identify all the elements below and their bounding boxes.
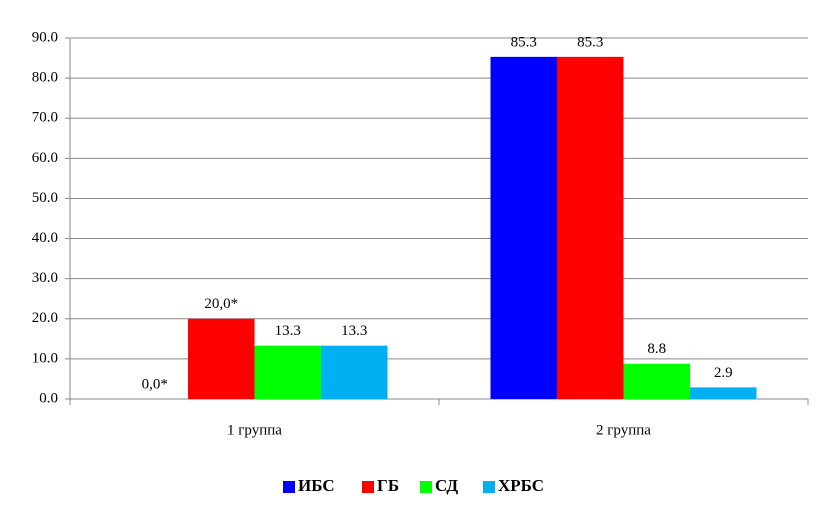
value-label: 8.8 (647, 341, 666, 357)
y-tick-label: 60.0 (32, 150, 58, 166)
bar (557, 56, 624, 399)
bar (188, 318, 255, 399)
bar (623, 363, 690, 399)
y-tick-label: 10.0 (32, 350, 58, 366)
bar (254, 345, 321, 399)
legend-label: ХРБС (498, 476, 544, 495)
x-tick-label: 1 группа (227, 422, 282, 438)
y-tick-label: 70.0 (32, 110, 58, 126)
value-label: 85.3 (511, 34, 537, 50)
y-tick-label: 40.0 (32, 230, 58, 246)
legend-marker (362, 481, 374, 493)
value-label: 2.9 (714, 365, 733, 381)
value-label: 0,0* (142, 376, 168, 392)
y-tick-label: 0.0 (39, 390, 58, 406)
value-label: 13.3 (341, 323, 367, 339)
y-tick-label: 80.0 (32, 70, 58, 86)
y-tick-label: 90.0 (32, 29, 58, 45)
bar (490, 56, 557, 399)
value-label: 20,0* (204, 296, 238, 312)
legend-label: ИБС (298, 476, 335, 495)
y-tick-label: 20.0 (32, 310, 58, 326)
value-label: 85.3 (577, 34, 603, 50)
value-label: 13.3 (275, 323, 301, 339)
legend-marker (483, 481, 495, 493)
bar (321, 345, 388, 399)
legend-label: СД (435, 476, 458, 495)
x-tick-label: 2 группа (596, 422, 651, 438)
bar (690, 387, 757, 399)
legend-marker (283, 481, 295, 493)
y-tick-label: 50.0 (32, 190, 58, 206)
legend-marker (420, 481, 432, 493)
legend-label: ГБ (377, 476, 399, 495)
y-tick-label: 30.0 (32, 270, 58, 286)
